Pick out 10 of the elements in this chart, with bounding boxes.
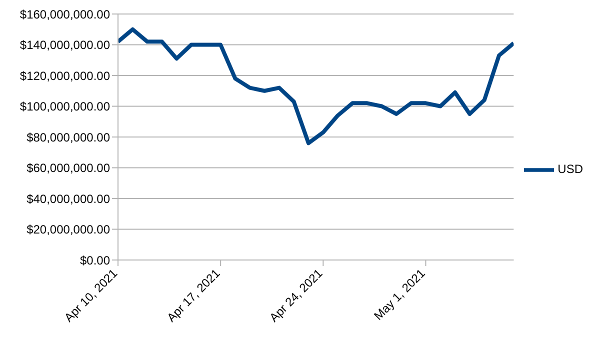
y-tick-label: $60,000,000.00 [26,161,110,176]
y-tick-label: $160,000,000.00 [20,7,110,22]
y-tick-label: $40,000,000.00 [26,192,110,206]
legend-label: USD [558,162,583,176]
y-tick-label: $20,000,000.00 [26,222,110,237]
y-tick-label: $0.00 [80,253,110,268]
y-tick-label: $80,000,000.00 [26,130,110,144]
y-tick-label: $140,000,000.00 [20,38,110,52]
y-tick-label: $100,000,000.00 [20,100,110,114]
y-tick-label: $120,000,000.00 [20,68,110,83]
